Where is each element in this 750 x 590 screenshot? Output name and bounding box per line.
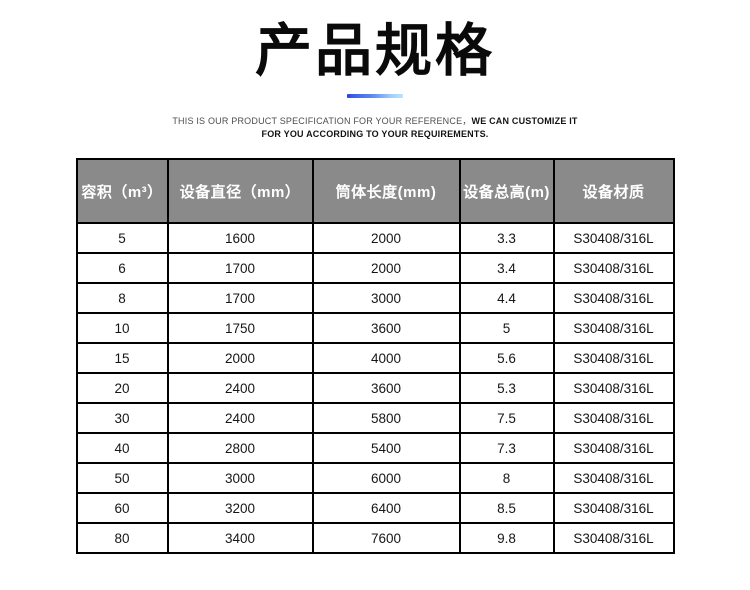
table-cell: 2400: [166, 372, 314, 404]
accent-divider: [347, 94, 403, 98]
column-header: 容积（m³）: [75, 158, 169, 224]
subtitle: THIS IS OUR PRODUCT SPECIFICATION FOR YO…: [0, 115, 750, 141]
table-cell: 3.4: [458, 252, 555, 284]
table-cell: 5: [75, 222, 169, 254]
subtitle-line2: FOR YOU ACCORDING TO YOUR REQUIREMENTS.: [261, 129, 489, 139]
table-row: 8 1700 3000 4.4 S30408/316L: [75, 282, 675, 314]
table-cell: 5.3: [458, 372, 555, 404]
table-cell: 8.5: [458, 492, 555, 524]
table-cell: 9.8: [458, 522, 555, 554]
table-cell: S30408/316L: [552, 372, 675, 404]
table-cell: 50: [75, 462, 169, 494]
table-cell: 4.4: [458, 282, 555, 314]
table-cell: 5.6: [458, 342, 555, 374]
table-row: 50 3000 6000 8 S30408/316L: [75, 462, 675, 494]
column-header: 设备直径（mm）: [166, 158, 314, 224]
table-cell: 3400: [166, 522, 314, 554]
table-cell: S30408/316L: [552, 222, 675, 254]
subtitle-line1: THIS IS OUR PRODUCT SPECIFICATION FOR YO…: [172, 116, 577, 126]
table-cell: 1700: [166, 252, 314, 284]
table-cell: S30408/316L: [552, 402, 675, 434]
table-cell: 1750: [166, 312, 314, 344]
table-cell: 2000: [166, 342, 314, 374]
table-cell: 5: [458, 312, 555, 344]
table-row: 10 1750 3600 5 S30408/316L: [75, 312, 675, 344]
table-cell: 3000: [311, 282, 461, 314]
table-cell: 80: [75, 522, 169, 554]
table-cell: 2000: [311, 252, 461, 284]
table-header-row: 容积（m³） 设备直径（mm） 筒体长度(mm) 设备总高(m) 设备材质: [75, 158, 675, 224]
table-cell: 7.5: [458, 402, 555, 434]
column-header: 设备总高(m): [458, 158, 555, 224]
table-cell: S30408/316L: [552, 522, 675, 554]
table-row: 30 2400 5800 7.5 S30408/316L: [75, 402, 675, 434]
table-cell: 60: [75, 492, 169, 524]
table-row: 6 1700 2000 3.4 S30408/316L: [75, 252, 675, 284]
table-cell: 30: [75, 402, 169, 434]
table-row: 5 1600 2000 3.3 S30408/316L: [75, 222, 675, 254]
table-row: 40 2800 5400 7.3 S30408/316L: [75, 432, 675, 464]
table-cell: 7600: [311, 522, 461, 554]
table-cell: 8: [458, 462, 555, 494]
table-cell: 2800: [166, 432, 314, 464]
column-header: 设备材质: [552, 158, 675, 224]
table-cell: 8: [75, 282, 169, 314]
table-cell: S30408/316L: [552, 342, 675, 374]
table-cell: 3600: [311, 372, 461, 404]
spec-table: 容积（m³） 设备直径（mm） 筒体长度(mm) 设备总高(m) 设备材质 5 1600 2…: [75, 158, 675, 554]
table-cell: S30408/316L: [552, 432, 675, 464]
table-cell: 15: [75, 342, 169, 374]
table-cell: 2400: [166, 402, 314, 434]
table-cell: S30408/316L: [552, 312, 675, 344]
subtitle-line1-bold: WE CAN CUSTOMIZE IT: [471, 116, 578, 126]
table-cell: 7.3: [458, 432, 555, 464]
table-cell: S30408/316L: [552, 282, 675, 314]
table-row: 80 3400 7600 9.8 S30408/316L: [75, 522, 675, 554]
table-cell: S30408/316L: [552, 252, 675, 284]
table-cell: 1700: [166, 282, 314, 314]
table-cell: 5400: [311, 432, 461, 464]
table-cell: 3.3: [458, 222, 555, 254]
page-title: 产品规格: [255, 19, 495, 83]
table-cell: 3200: [166, 492, 314, 524]
table-cell: S30408/316L: [552, 492, 675, 524]
table-cell: 3600: [311, 312, 461, 344]
table-cell: 6: [75, 252, 169, 284]
table-cell: 4000: [311, 342, 461, 374]
table-cell: 1600: [166, 222, 314, 254]
table-row: 20 2400 3600 5.3 S30408/316L: [75, 372, 675, 404]
table-cell: 20: [75, 372, 169, 404]
table-cell: 2000: [311, 222, 461, 254]
table-cell: 3000: [166, 462, 314, 494]
table-row: 60 3200 6400 8.5 S30408/316L: [75, 492, 675, 524]
column-header: 筒体长度(mm): [311, 158, 461, 224]
table-cell: 5800: [311, 402, 461, 434]
table-cell: S30408/316L: [552, 462, 675, 494]
table-row: 15 2000 4000 5.6 S30408/316L: [75, 342, 675, 374]
table-cell: 10: [75, 312, 169, 344]
table-cell: 6000: [311, 462, 461, 494]
table-cell: 6400: [311, 492, 461, 524]
table-cell: 40: [75, 432, 169, 464]
subtitle-line1-regular: THIS IS OUR PRODUCT SPECIFICATION FOR YO…: [172, 116, 472, 126]
